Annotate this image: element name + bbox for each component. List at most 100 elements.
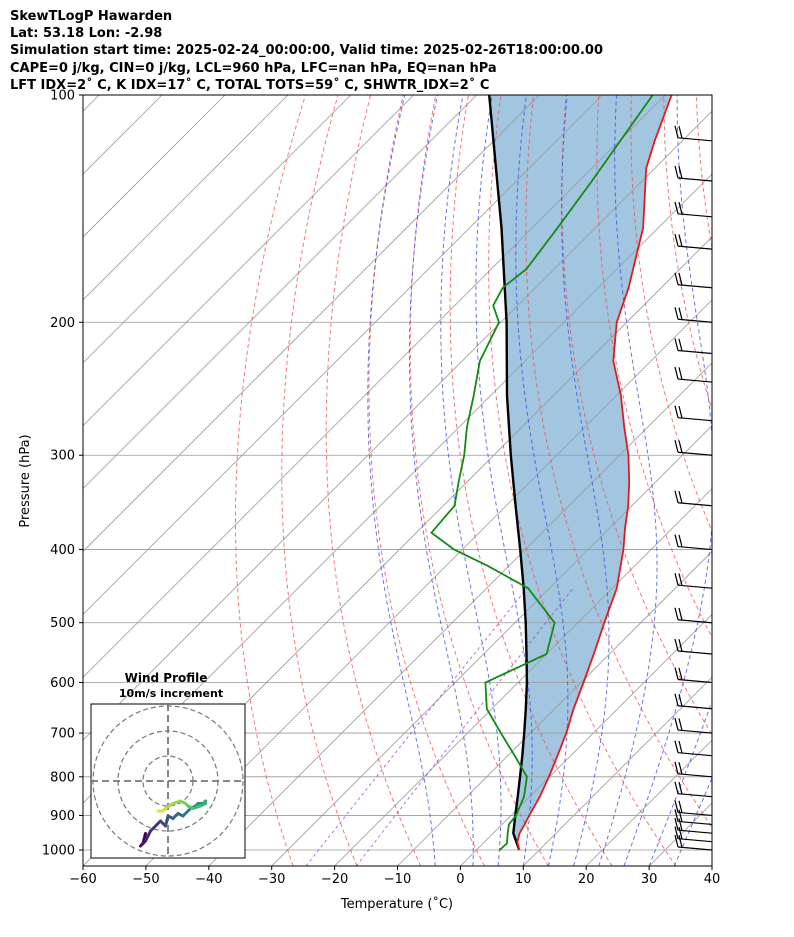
dry-adiabat <box>409 95 549 866</box>
moist-adiabat <box>673 776 712 866</box>
moist-adiabat <box>648 699 712 866</box>
isotherm-line <box>334 488 712 866</box>
y-tick-label: 700 <box>50 727 75 742</box>
x-tick-label: 40 <box>704 872 721 887</box>
isotherm-line <box>83 95 603 615</box>
grid-lines <box>83 95 712 866</box>
cape-line: CAPE=0 j/kg, CIN=0 j/kg, LCL=960 hPa, LF… <box>10 60 497 76</box>
dry-adiabat <box>235 95 306 866</box>
hodograph-segment <box>149 819 162 833</box>
parcel-path-line <box>488 95 529 851</box>
wind-barb <box>674 834 712 851</box>
wind-barb-flag <box>674 826 679 839</box>
x-tick-label: −30 <box>258 872 285 887</box>
hodograph-title: Wind Profile <box>125 671 208 685</box>
isotherm-line <box>397 550 712 866</box>
dry-adiabat <box>762 95 794 866</box>
x-tick-label: −40 <box>195 872 222 887</box>
wind-barb-flag <box>678 405 683 419</box>
wind-barb-flag <box>678 272 683 286</box>
hodograph-segment <box>164 802 175 810</box>
isotherm-line <box>83 95 414 427</box>
wind-barb <box>674 826 712 843</box>
isotherm-line <box>83 95 477 490</box>
isotherm-line <box>711 865 712 866</box>
wind-barb-flag <box>678 800 683 813</box>
y-tick-label: 1000 <box>42 844 75 859</box>
isotherm-line <box>83 95 666 678</box>
wind-barb <box>674 125 712 142</box>
wind-barbs <box>674 125 712 851</box>
wind-barb-flag <box>678 166 683 179</box>
wind-barb-flag <box>674 440 679 453</box>
isotherm-line <box>83 95 352 364</box>
y-tick-label: 100 <box>50 89 75 104</box>
moist-adiabat <box>408 95 474 866</box>
wind-barb <box>674 366 712 383</box>
wind-barb-flag <box>674 534 679 547</box>
index-line: LFT IDX=2˚ C, K IDX=17˚ C, TOTAL TOTS=59… <box>10 77 490 93</box>
wind-barb-flag <box>674 201 679 214</box>
wind-barb <box>674 573 712 589</box>
wind-barb-staff <box>677 650 712 655</box>
wind-barb <box>674 440 712 456</box>
wind-barb-staff <box>677 811 712 817</box>
wind-barb-flag <box>678 718 683 731</box>
wind-barb-staff <box>677 793 712 798</box>
wind-barb-staff <box>677 213 712 218</box>
wind-barb-flag <box>674 272 679 285</box>
wind-barb <box>674 717 712 734</box>
wind-barb <box>674 233 712 250</box>
wind-barb-flag <box>674 125 679 138</box>
wind-barb-flag <box>678 607 683 621</box>
wind-barb-staff <box>677 451 712 456</box>
wind-barb-flag <box>678 809 683 822</box>
isotherm-line <box>145 299 712 866</box>
wind-barb <box>674 761 712 778</box>
wind-barb-flag <box>678 234 683 247</box>
wind-barb-flag <box>674 490 679 503</box>
wind-barb <box>674 201 712 218</box>
y-tick-label: 400 <box>50 543 75 558</box>
mixing-ratio-line <box>305 587 528 866</box>
isotherm-line <box>83 95 100 112</box>
wind-barb-staff <box>677 245 712 250</box>
wind-barb-staff <box>677 378 712 383</box>
x-axis-label: Temperature (˚C) <box>340 896 453 912</box>
parcel-area-fill <box>489 95 672 850</box>
wind-barb-flag <box>674 693 679 706</box>
x-tick-label: −50 <box>132 872 159 887</box>
x-tick-label: 0 <box>456 872 464 887</box>
wind-barb-staff <box>677 417 712 422</box>
wind-barb-flag <box>674 717 679 731</box>
y-tick-label: 900 <box>50 809 75 824</box>
wind-barb-flag <box>678 781 683 795</box>
y-tick-label: 600 <box>50 676 75 691</box>
y-tick-label: 800 <box>50 770 75 785</box>
wind-barb <box>674 800 712 817</box>
wind-barb-flag <box>674 761 679 774</box>
y-tick-label: 300 <box>50 449 75 464</box>
wind-barb-flag <box>674 307 679 320</box>
wind-barb-flag <box>674 638 679 652</box>
hodograph-segment <box>181 807 192 818</box>
dry-adiabat <box>695 95 712 251</box>
wind-barb-flag <box>674 740 679 753</box>
wind-barb-staff <box>677 829 712 834</box>
wind-barb-staff <box>677 729 712 734</box>
dry-adiabat <box>663 95 712 411</box>
axis-ticks: −60 −50 −40 −30 −20 −10 0 10 20 30 40 100 200 300 400 5… <box>42 89 720 888</box>
isotherm-line <box>271 425 712 866</box>
isotherm-line <box>83 95 540 553</box>
isotherm-line <box>208 362 712 866</box>
wind-barb-flag <box>678 573 683 586</box>
wind-barb-staff <box>677 349 712 355</box>
wind-barb <box>674 740 712 757</box>
wind-barb-flag <box>678 740 683 754</box>
isotherm-line <box>83 95 226 238</box>
dry-adiabat <box>729 95 794 866</box>
isotherm-line <box>460 613 712 866</box>
wind-barb <box>674 818 712 834</box>
wind-barb <box>674 809 712 826</box>
x-tick-label: −20 <box>321 872 348 887</box>
